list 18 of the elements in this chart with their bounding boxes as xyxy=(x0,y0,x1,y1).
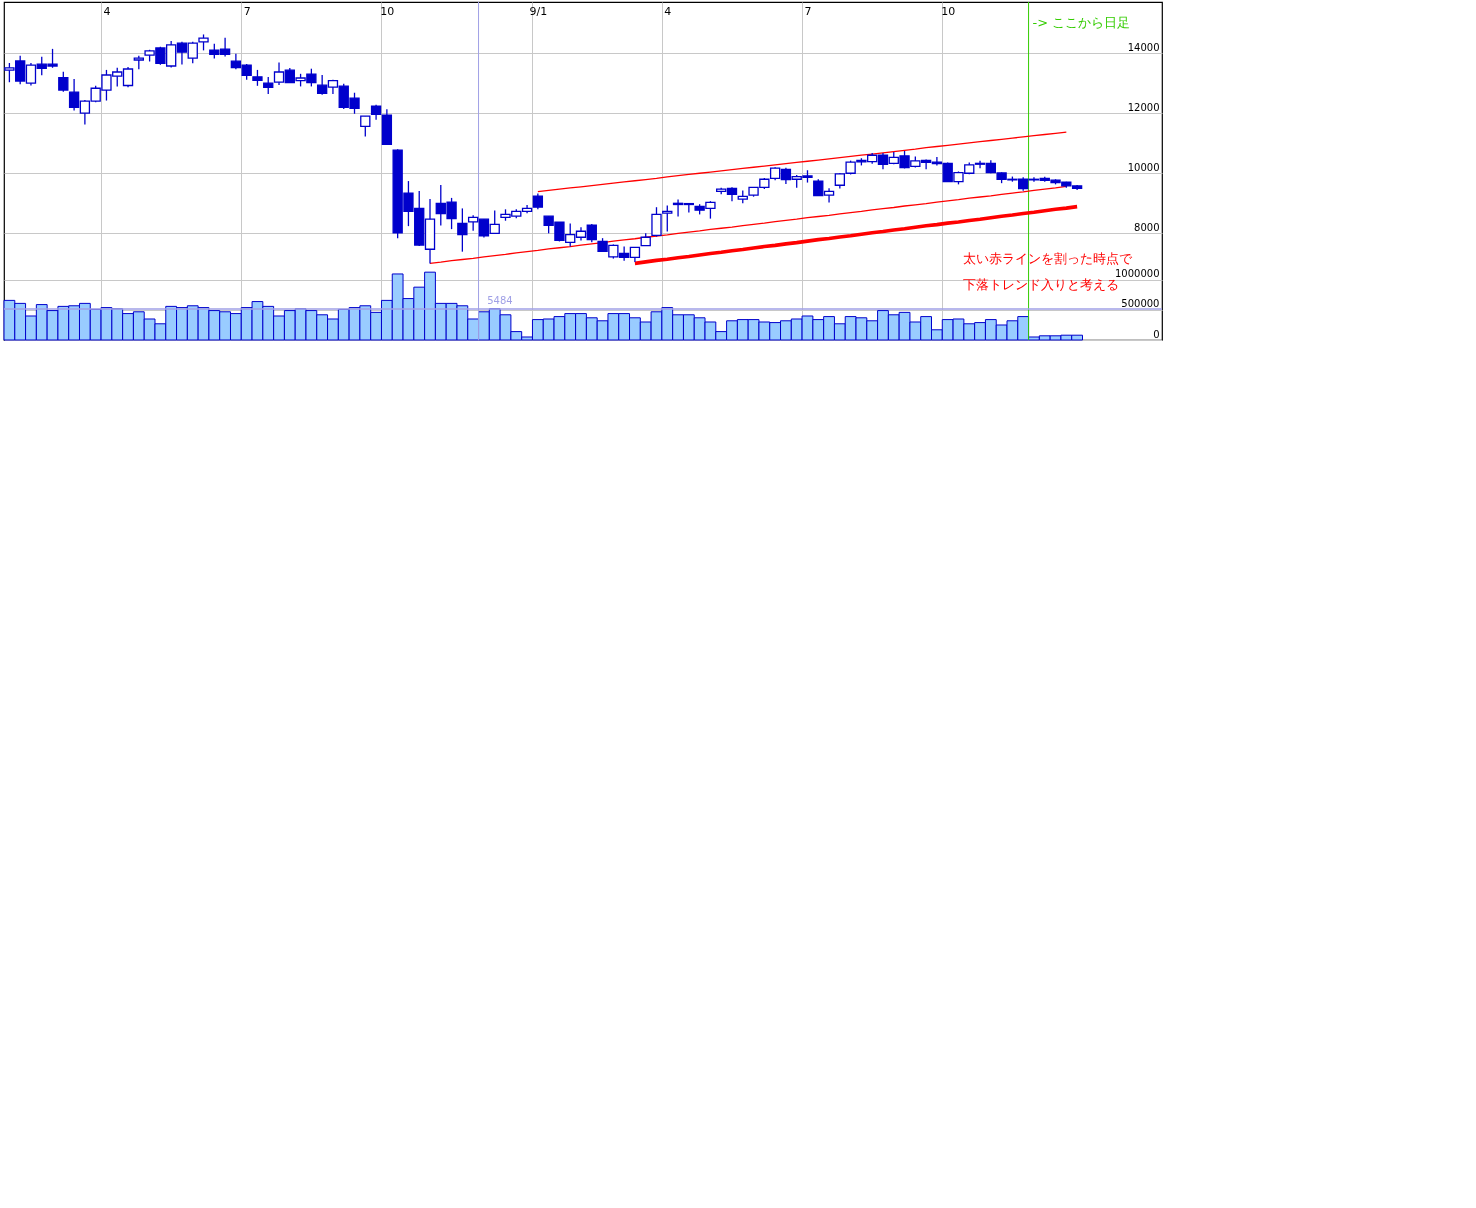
x-tick-label: 10 xyxy=(380,4,395,18)
y2-tick-label: 0 xyxy=(1153,328,1160,340)
y2-tick-label: 1000000 xyxy=(1114,268,1160,280)
annotation: -> ここから日足 xyxy=(1032,15,1131,30)
annotation: 太い赤ラインを割った時点で xyxy=(963,251,1133,266)
x-tick-label: 7 xyxy=(243,4,251,18)
y-tick-label: 14000 xyxy=(1127,41,1160,53)
annotation: 下落トレンド入りと考える xyxy=(963,277,1119,292)
ref-line-label: 5484 xyxy=(487,294,513,306)
y2-tick-label: 500000 xyxy=(1121,298,1160,310)
y-tick-label: 8000 xyxy=(1134,221,1160,233)
x-tick-label: 10 xyxy=(941,4,956,18)
y-tick-label: 10000 xyxy=(1127,161,1160,173)
x-tick-label: 4 xyxy=(103,4,111,18)
x-tick-label: 7 xyxy=(804,4,812,18)
x-tick-label: 4 xyxy=(664,4,672,18)
y-tick-label: 12000 xyxy=(1127,101,1160,113)
x-tick-label: 9/1 xyxy=(529,4,548,18)
